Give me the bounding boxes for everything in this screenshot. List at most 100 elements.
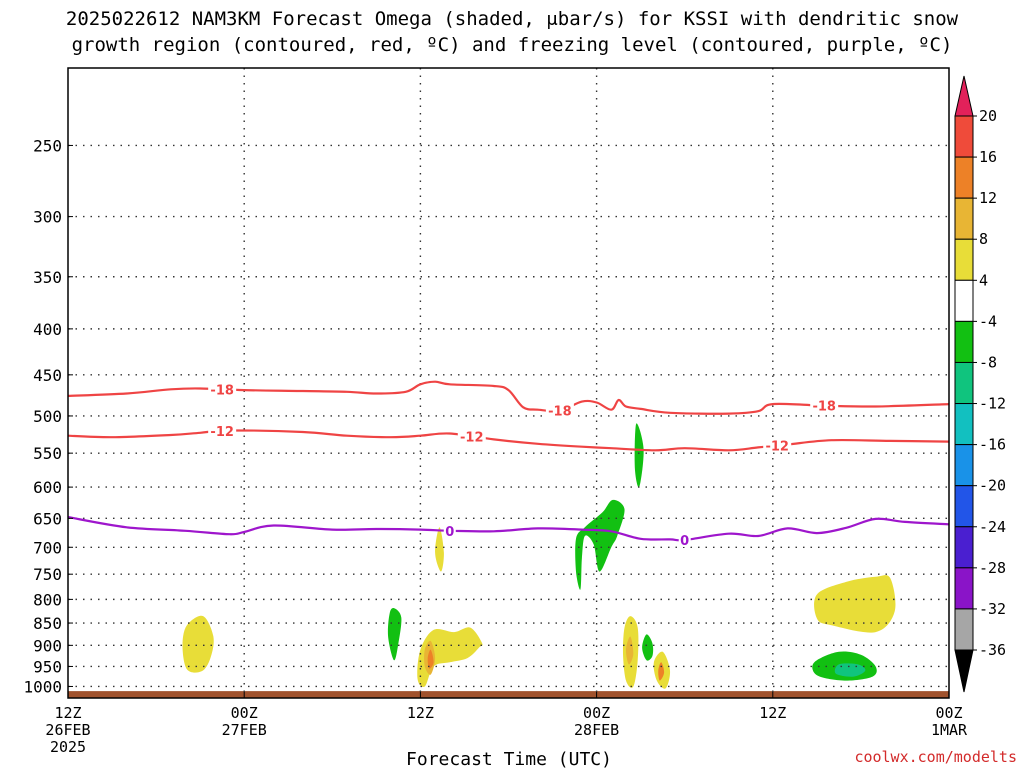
pressure-axis: 250 300 350 400 450 500 550 600 650 700 750 800 850 9… — [23, 136, 73, 696]
colorbar-label: -36 — [979, 641, 1006, 659]
y-tick-label: 350 — [33, 268, 62, 287]
omega-shaded-regions — [182, 423, 896, 689]
y-tick-label: 750 — [33, 565, 62, 584]
x-tick-label: 1MAR — [931, 721, 968, 739]
pressure-gridlines — [68, 68, 949, 698]
colorbar-swatch — [954, 156, 974, 199]
contour-line — [67, 429, 950, 452]
colorbar-swatch — [954, 115, 974, 158]
colorbar-label: 20 — [979, 107, 997, 125]
y-tick-label: 950 — [33, 657, 62, 676]
colorbar-swatch — [954, 279, 974, 322]
colorbar-label: -4 — [979, 312, 997, 330]
contour-label-bg — [443, 523, 456, 538]
chart-title-line2: growth region (contoured, red, ºC) and f… — [72, 34, 953, 56]
contour-label: -12 — [765, 440, 789, 455]
colorbar-label: -24 — [979, 518, 1006, 536]
colorbar-label: -32 — [979, 600, 1006, 618]
contour-label-bg — [678, 532, 691, 547]
colorbar-swatch — [954, 444, 974, 487]
colorbar-label: -20 — [979, 477, 1006, 495]
x-tick-label: 28FEB — [574, 721, 619, 739]
colorbar-bottom-arrow — [954, 649, 974, 693]
omega-region — [435, 527, 444, 572]
colorbar-label: 4 — [979, 271, 988, 289]
y-tick-label: 900 — [33, 636, 62, 655]
x-tick-label: 12Z — [407, 704, 434, 722]
omega-region — [625, 636, 634, 665]
colorbar-swatch — [954, 567, 974, 610]
y-tick-label: 550 — [33, 444, 62, 463]
omega-region — [834, 663, 866, 677]
plot-frame — [67, 67, 950, 699]
x-tick-label: 26FEB — [45, 721, 90, 739]
site-credit: coolwx.com/modelts — [854, 748, 1017, 766]
ground-bar — [68, 691, 949, 698]
chart-title-line1: 2025022612 NAM3KM Forecast Omega (shaded… — [66, 8, 959, 30]
y-tick-label: 500 — [33, 407, 62, 426]
omega-colorbar: 20 16 12 8 4 -4 -8 -12 -16 -20 -24 -28 -32 -36 — [954, 75, 1006, 693]
colorbar-swatch — [954, 608, 974, 651]
contour-label: -18 — [210, 383, 234, 398]
contour-label: 0 — [445, 525, 454, 540]
contour-line — [67, 380, 950, 415]
omega-region — [387, 607, 402, 661]
contour-label-bg — [810, 398, 839, 413]
y-tick-label: 800 — [33, 590, 62, 609]
colorbar-label: 8 — [979, 230, 988, 248]
contour-line — [67, 516, 950, 542]
x-tick-label: 12Z — [759, 704, 786, 722]
contour-label-bg — [457, 429, 486, 444]
y-tick-label: 250 — [33, 136, 62, 155]
colorbar-swatch — [954, 197, 974, 240]
contour-label-bg — [545, 403, 574, 418]
x-tick-label: 00Z — [583, 704, 610, 722]
x-tick-label: 12Z — [54, 704, 81, 722]
contour-label-bg — [208, 382, 237, 397]
y-tick-label: 400 — [33, 320, 62, 339]
omega-region — [182, 615, 214, 673]
omega-region — [642, 634, 654, 661]
contour-label: -18 — [812, 400, 836, 415]
y-tick-label: 650 — [33, 509, 62, 528]
contour-label-bg — [763, 438, 792, 453]
colorbar-label: -28 — [979, 559, 1006, 577]
y-tick-label: 450 — [33, 366, 62, 385]
colorbar-swatch — [954, 485, 974, 528]
y-tick-label: 300 — [33, 208, 62, 227]
ground-surface — [68, 691, 949, 698]
y-tick-label: 850 — [33, 614, 62, 633]
omega-region — [427, 649, 434, 669]
y-tick-label: 700 — [33, 538, 62, 557]
contour-label-bg — [208, 424, 237, 439]
omega-region — [634, 423, 644, 488]
omega-region — [417, 627, 483, 688]
x-tick-label: 00Z — [935, 704, 962, 722]
colorbar-label: -8 — [979, 353, 997, 371]
colorbar-label: -12 — [979, 395, 1006, 413]
colorbar-swatch — [954, 526, 974, 569]
contour-label: -12 — [210, 425, 234, 440]
colorbar-label: -16 — [979, 436, 1006, 454]
colorbar-swatch — [954, 320, 974, 363]
omega-region — [814, 575, 896, 633]
y-tick-label: 600 — [33, 478, 62, 497]
colorbar-label: 16 — [979, 148, 997, 166]
x-tick-label: 00Z — [231, 704, 258, 722]
temperature-contours: -18 -18 -18 -12 -12 -12 0 0 — [67, 380, 950, 549]
contour-label: 0 — [680, 534, 689, 549]
omega-region — [658, 662, 665, 681]
omega-region — [575, 499, 625, 590]
colorbar-swatch — [954, 361, 974, 405]
x-axis-label: Forecast Time (UTC) — [406, 749, 612, 768]
x-tick-label: 27FEB — [222, 721, 267, 739]
colorbar-top-arrow — [954, 75, 974, 117]
contour-label: -12 — [460, 430, 484, 445]
colorbar-label: 12 — [979, 189, 997, 207]
colorbar-swatch — [954, 238, 974, 281]
y-tick-label: 1000 — [23, 677, 62, 696]
colorbar-swatch — [954, 403, 974, 446]
x-tick-label: 2025 — [50, 738, 86, 756]
